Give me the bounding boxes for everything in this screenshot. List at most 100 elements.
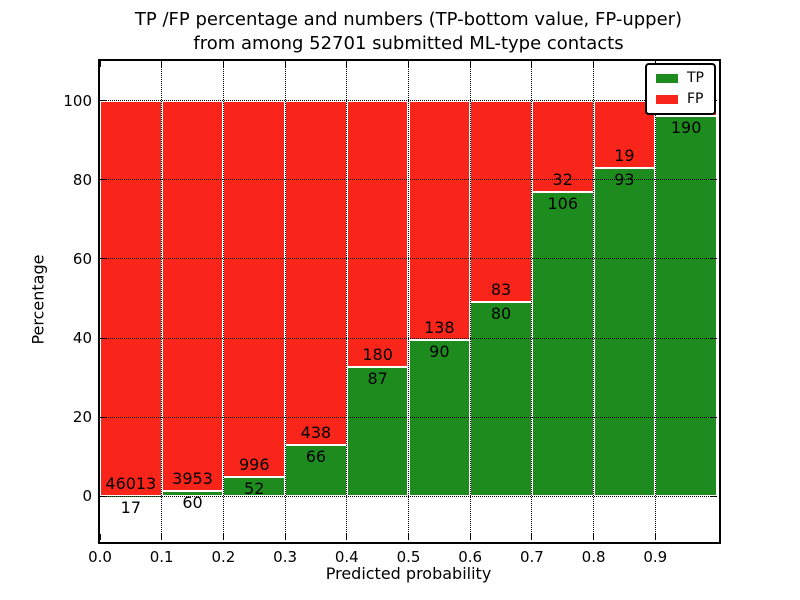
y-tick-label: 100	[63, 91, 92, 110]
x-gridline	[408, 61, 409, 540]
x-tick-mark	[408, 61, 409, 67]
x-gridline	[469, 61, 471, 540]
bar-segment-fp	[408, 100, 471, 341]
x-tick-mark	[469, 534, 471, 540]
tp-count-label: 52	[244, 478, 265, 498]
legend: TP FP	[645, 63, 716, 115]
x-tick-mark	[531, 61, 533, 67]
bar-segment-fp	[346, 100, 409, 368]
x-gridline	[284, 61, 286, 540]
legend-swatch-tp	[656, 74, 678, 83]
legend-item: TP	[656, 71, 704, 86]
y-tick-label: 0	[82, 487, 92, 506]
legend-swatch-fp	[656, 95, 678, 104]
x-tick-mark	[161, 61, 163, 67]
x-gridline	[222, 61, 224, 540]
y-axis-label: Percentage	[28, 254, 48, 345]
tp-count-label: 17	[120, 498, 142, 518]
x-tick-label: 0.3	[273, 548, 298, 566]
fp-count-label: 996	[238, 454, 270, 474]
x-tick-mark	[346, 61, 348, 67]
x-tick-mark	[654, 534, 656, 540]
tp-count-label: 90	[429, 342, 450, 362]
bar-segment-fp	[161, 100, 224, 491]
x-tick-label: 0.6	[458, 548, 483, 566]
bar-segment-tp	[346, 367, 409, 497]
y-tick-label: 60	[72, 249, 92, 268]
chart-title: TP /FP percentage and numbers (TP-bottom…	[100, 8, 717, 56]
y-tick-mark	[711, 258, 717, 260]
fp-count-label: 180	[362, 345, 393, 365]
legend-label: TP	[687, 70, 704, 86]
x-gridline	[531, 61, 533, 540]
fp-count-label: 138	[424, 318, 455, 338]
y-tick-label: 40	[72, 329, 92, 348]
y-tick-mark	[100, 337, 106, 339]
x-tick-label: 0.8	[581, 548, 606, 566]
y-tick-mark	[711, 416, 717, 418]
y-tick-mark	[100, 258, 106, 260]
x-tick-mark	[593, 534, 595, 540]
x-gridline	[346, 61, 348, 540]
x-tick-mark	[469, 61, 471, 67]
bar-segment-fp	[285, 100, 347, 445]
fp-count-label: 83	[490, 280, 512, 300]
x-tick-mark	[161, 534, 163, 540]
x-tick-mark	[284, 534, 286, 540]
legend-item: FP	[656, 92, 704, 107]
tp-count-label: 66	[305, 446, 327, 466]
y-tick-mark	[100, 495, 106, 497]
bar-segment-fp	[470, 100, 532, 303]
x-tick-label: 0.5	[396, 548, 421, 566]
x-tick-mark	[222, 61, 224, 67]
legend-label: FP	[687, 91, 704, 107]
x-tick-label: 0.0	[88, 548, 112, 566]
x-tick-mark	[222, 534, 224, 540]
bar-segment-tp	[285, 444, 347, 497]
y-tick-mark	[100, 179, 106, 181]
y-tick-mark	[100, 416, 106, 418]
y-tick-mark	[711, 495, 717, 497]
x-gridline	[593, 61, 595, 540]
bar-segment-tp	[655, 116, 717, 497]
y-tick-label: 80	[72, 170, 92, 189]
x-gridline	[654, 61, 656, 540]
x-tick-mark	[284, 61, 286, 67]
y-tick-label: 20	[72, 408, 92, 427]
x-tick-label: 0.9	[643, 548, 668, 566]
y-tick-mark	[711, 179, 717, 181]
tp-count-label: 190	[670, 118, 702, 138]
chart-title-line1: TP /FP percentage and numbers (TP-bottom…	[134, 9, 683, 30]
x-tick-mark	[593, 61, 595, 67]
bar-segment-tp	[470, 302, 532, 497]
y-tick-mark	[100, 100, 106, 102]
x-tick-label: 0.1	[149, 548, 174, 566]
x-tick-mark	[346, 534, 348, 540]
bar-segment-tp	[408, 340, 471, 497]
fp-count-label: 19	[614, 145, 635, 165]
fp-count-label: 46013	[105, 474, 157, 494]
x-tick-mark	[99, 534, 101, 540]
tp-count-label: 80	[490, 304, 512, 324]
x-gridline	[161, 61, 163, 540]
tp-count-label: 93	[614, 169, 635, 189]
chart-title-line2: from among 52701 submitted ML-type conta…	[193, 32, 624, 54]
x-tick-mark	[531, 534, 533, 540]
x-tick-label: 0.4	[334, 548, 359, 566]
x-tick-mark	[408, 534, 409, 540]
x-tick-mark	[99, 61, 101, 67]
tp-count-label: 87	[367, 369, 388, 389]
fp-count-label: 3953	[172, 468, 213, 488]
x-axis-label: Predicted probability	[325, 564, 492, 583]
bar-segment-fp	[223, 100, 286, 477]
bar-segment-tp	[531, 192, 594, 497]
tp-count-label: 106	[547, 194, 578, 214]
tp-count-label: 60	[182, 492, 203, 512]
fp-count-label: 32	[552, 170, 573, 190]
y-tick-mark	[711, 337, 717, 339]
bar-segment-tp	[593, 167, 656, 497]
plot-area: TP FP 46013 17 3953 60 996 52 438 66 180 87 138 90 83…	[98, 59, 721, 544]
fp-count-label: 438	[300, 422, 332, 442]
bar-segment-fp	[100, 100, 162, 497]
